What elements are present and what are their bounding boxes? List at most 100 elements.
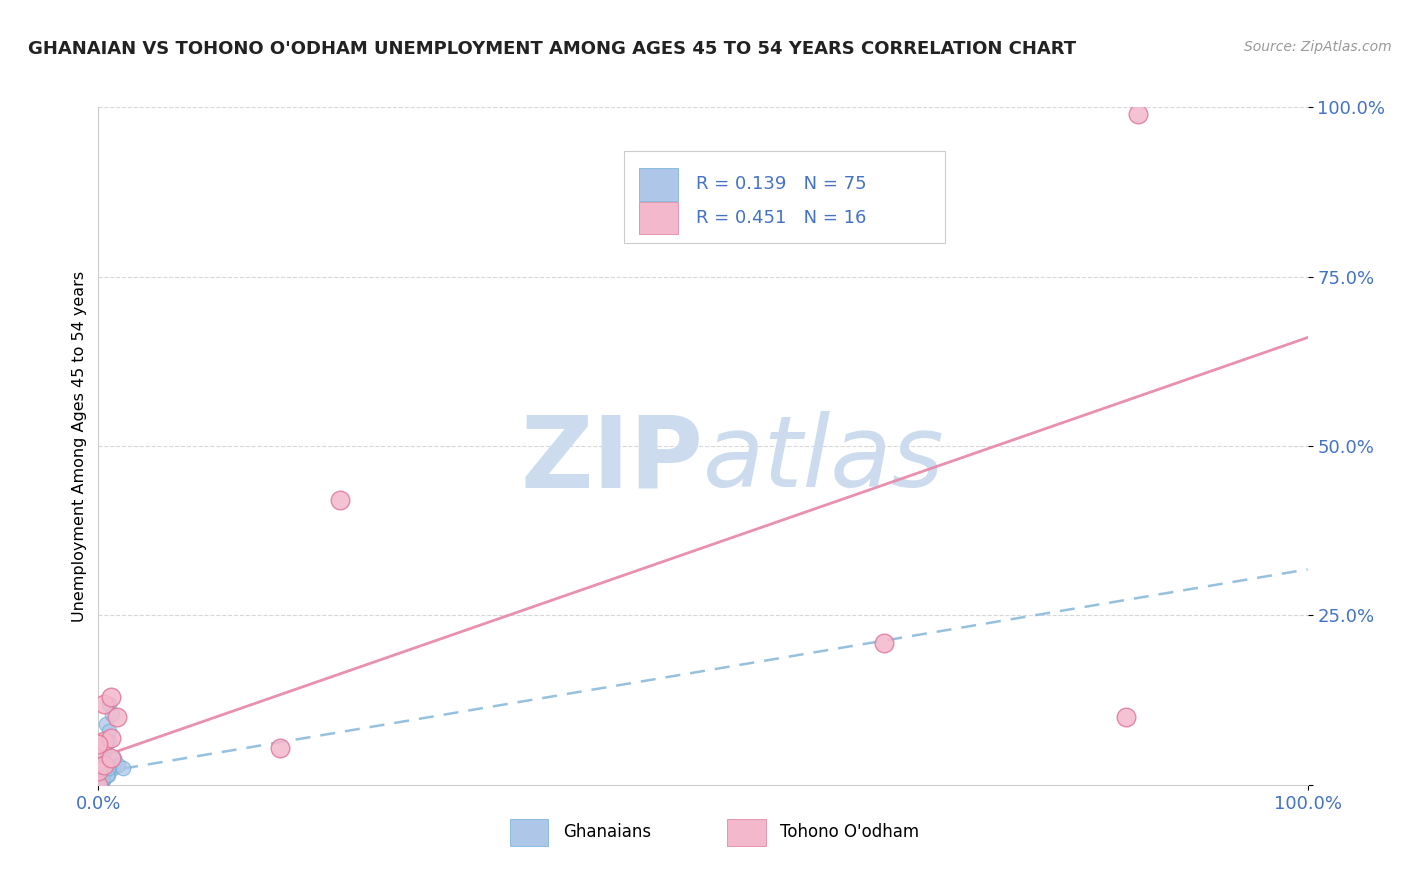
Point: [100, 731, 122, 745]
Point: [89, 772, 111, 787]
Point: [89, 772, 111, 787]
Point: [87, 778, 110, 792]
Point: [97, 761, 120, 775]
Point: [87, 778, 110, 792]
Point: [87, 778, 110, 792]
Point: [87, 778, 110, 792]
Point: [91, 761, 114, 775]
Text: Source: ZipAtlas.com: Source: ZipAtlas.com: [1244, 40, 1392, 54]
Bar: [638, 202, 678, 235]
Point: [87, 778, 110, 792]
Point: [89, 772, 111, 787]
Point: [111, 761, 134, 775]
Point: [89, 772, 111, 787]
Bar: [638, 168, 678, 201]
Text: R = 0.451   N = 16: R = 0.451 N = 16: [696, 210, 866, 227]
Point: [91, 768, 114, 782]
Text: Ghanaians: Ghanaians: [562, 823, 651, 841]
Point: [87, 778, 110, 792]
Point: [87, 778, 110, 792]
Text: Tohono O'odham: Tohono O'odham: [780, 823, 920, 841]
Bar: [509, 819, 548, 846]
Point: [89, 744, 111, 758]
Point: [87, 778, 110, 792]
Point: [98, 734, 121, 748]
Point: [87, 778, 110, 792]
Bar: [624, 151, 945, 243]
Point: [87, 778, 110, 792]
Point: [873, 635, 896, 649]
Point: [87, 778, 110, 792]
Point: [89, 772, 111, 787]
Point: [93, 734, 115, 748]
Point: [87, 778, 110, 792]
Point: [93, 734, 115, 748]
Point: [87, 778, 110, 792]
Point: [101, 761, 124, 775]
Point: [98, 697, 121, 711]
Point: [269, 740, 291, 755]
Point: [87, 778, 110, 792]
Point: [97, 757, 120, 772]
Point: [87, 778, 110, 792]
Point: [87, 778, 110, 792]
Point: [90, 768, 112, 782]
Point: [87, 778, 110, 792]
Point: [87, 778, 110, 792]
Point: [87, 778, 110, 792]
Point: [94, 717, 117, 731]
Point: [97, 757, 120, 772]
Point: [87, 778, 110, 792]
Point: [87, 778, 110, 792]
Point: [87, 778, 110, 792]
Point: [98, 723, 121, 738]
Point: [91, 772, 114, 787]
Point: [90, 761, 112, 775]
Text: atlas: atlas: [703, 411, 945, 508]
Point: [100, 706, 122, 721]
Point: [91, 751, 114, 765]
Point: [87, 778, 110, 792]
Point: [87, 778, 110, 792]
Point: [87, 764, 110, 779]
Point: [87, 778, 110, 792]
Point: [100, 751, 122, 765]
Point: [87, 778, 110, 792]
Point: [94, 737, 117, 751]
Point: [91, 772, 114, 787]
Point: [93, 757, 115, 772]
Point: [91, 768, 114, 782]
Point: [87, 778, 110, 792]
Point: [87, 778, 110, 792]
Point: [100, 690, 122, 704]
Point: [87, 778, 110, 792]
Point: [1128, 107, 1150, 121]
Y-axis label: Unemployment Among Ages 45 to 54 years: Unemployment Among Ages 45 to 54 years: [72, 270, 87, 622]
Point: [107, 757, 129, 772]
Text: R = 0.139   N = 75: R = 0.139 N = 75: [696, 176, 866, 194]
Point: [329, 493, 352, 508]
Point: [87, 778, 110, 792]
Point: [105, 710, 128, 724]
Text: GHANAIAN VS TOHONO O'ODHAM UNEMPLOYMENT AMONG AGES 45 TO 54 YEARS CORRELATION CH: GHANAIAN VS TOHONO O'ODHAM UNEMPLOYMENT …: [28, 40, 1076, 58]
Point: [91, 754, 114, 768]
Point: [90, 768, 112, 782]
Point: [1115, 710, 1137, 724]
Point: [97, 768, 120, 782]
Point: [90, 768, 112, 782]
Point: [103, 751, 125, 765]
Point: [91, 772, 114, 787]
Point: [87, 740, 110, 755]
Point: [93, 744, 115, 758]
Point: [87, 737, 110, 751]
Point: [87, 778, 110, 792]
Point: [87, 778, 110, 792]
Point: [87, 778, 110, 792]
Point: [87, 778, 110, 792]
Point: [89, 751, 111, 765]
Point: [93, 697, 115, 711]
Point: [87, 778, 110, 792]
Point: [87, 778, 110, 792]
Bar: [727, 819, 766, 846]
Point: [87, 778, 110, 792]
